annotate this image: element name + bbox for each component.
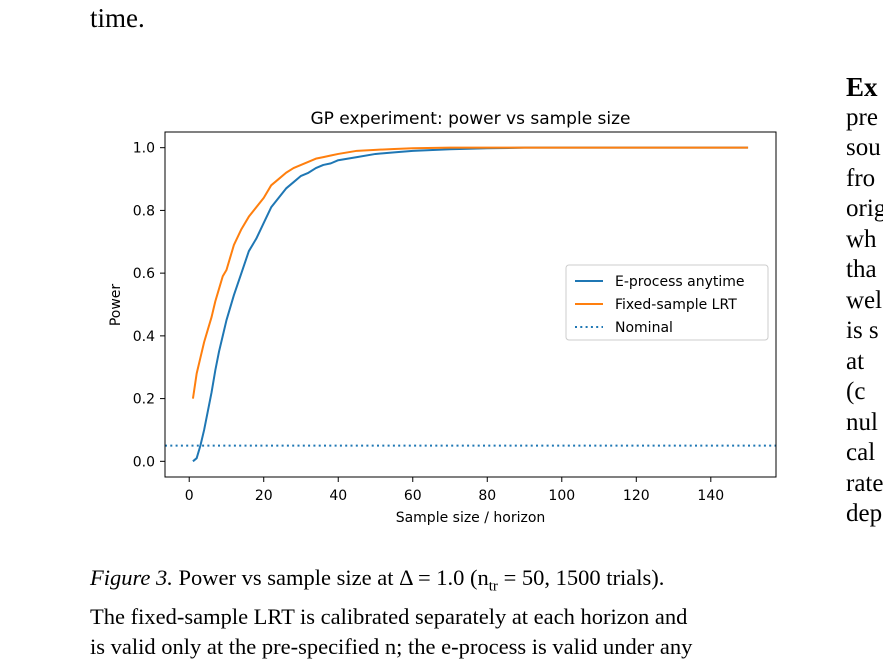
caption-line-3: is valid only at the pre-specified n; th…	[90, 633, 693, 659]
plot-lines	[165, 146, 776, 463]
x-tick-label: 80	[478, 488, 496, 504]
right-column-line: sou	[846, 134, 881, 161]
x-axis-label: Sample size / horizon	[396, 510, 546, 526]
chart-title: GP experiment: power vs sample size	[310, 109, 630, 129]
legend-label: E-process anytime	[615, 274, 745, 290]
right-column-line: tha	[846, 256, 877, 283]
caption-line-1-sub: tr	[488, 578, 498, 595]
x-tick-label: 0	[185, 488, 194, 504]
legend-label: Nominal	[615, 320, 673, 336]
y-tick-label: 1.0	[133, 141, 155, 157]
x-tick-label: 20	[255, 488, 273, 504]
right-column-line: Ex	[846, 72, 878, 102]
right-column-line: wel	[846, 286, 883, 314]
figure-caption: Figure 3. Power vs sample size at Δ = 1.…	[90, 563, 810, 662]
right-column-line: pre	[846, 103, 878, 131]
x-tick-label: 120	[623, 488, 650, 504]
legend-label: Fixed-sample LRT	[615, 297, 737, 313]
right-column-line: fro	[846, 164, 876, 192]
caption-label: Figure 3.	[90, 565, 173, 590]
right-column-line: nul	[846, 408, 878, 436]
caption-line-1-text: Power vs sample size at Δ = 1.0 (n	[178, 565, 489, 590]
y-tick-label: 0.2	[133, 392, 155, 408]
caption-line-2: The fixed-sample LRT is calibrated separ…	[90, 603, 688, 629]
caption-line-1-end: = 50, 1500 trials).	[497, 565, 665, 590]
axis-ticks: 0 20 40 60 80 100 120 140 0.0 0.2 0.4 0.6 0.8 1.0	[133, 141, 724, 504]
y-tick-label: 0.6	[133, 266, 155, 282]
right-column-line: dep	[846, 500, 883, 527]
right-column-line: orig	[846, 195, 883, 222]
right-column-line: cal	[846, 439, 876, 466]
y-tick-label: 0.0	[133, 454, 155, 470]
right-column-text: Ex pre sou fro orig wh tha wel is s at (c nul cal rat…	[846, 72, 883, 530]
plot-frame	[164, 131, 777, 478]
legend: E-process anytime Fixed-sample LRT Nominal	[565, 264, 769, 341]
caption-line-1: Figure 3. Power vs sample size at Δ = 1.…	[90, 563, 810, 602]
right-column-line: wh	[846, 225, 877, 253]
y-tick-label: 0.8	[133, 203, 155, 219]
series-line-1	[191, 146, 749, 399]
y-tick-label: 0.4	[133, 329, 155, 345]
right-column-line: rate	[846, 469, 883, 497]
right-column-line: (c	[846, 378, 866, 405]
legend-box	[565, 264, 769, 341]
x-tick-label: 140	[697, 488, 724, 504]
body-text-top-line: time.	[90, 3, 145, 33]
x-tick-label: 100	[548, 488, 575, 504]
right-column-line: at	[846, 347, 865, 375]
power-chart: GP experiment: power vs sample size Powe…	[108, 109, 777, 526]
x-tick-label: 60	[404, 488, 422, 504]
y-axis-label: Power	[108, 284, 124, 327]
right-column-line: is s	[846, 317, 879, 344]
x-tick-label: 40	[329, 488, 347, 504]
